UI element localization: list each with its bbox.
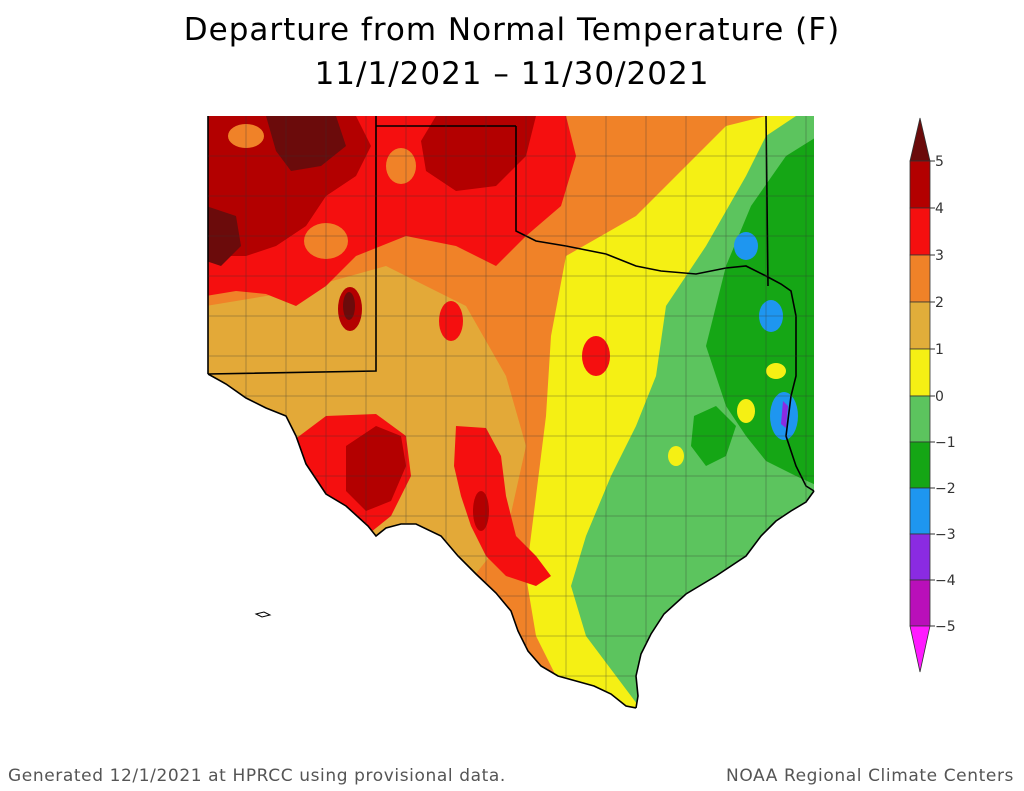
legend-tick-label: −1 xyxy=(935,435,956,451)
title-line-2: 11/1/2021 – 11/30/2021 xyxy=(314,56,710,92)
map-svg xyxy=(207,115,815,709)
legend-tick-label: −4 xyxy=(935,573,956,589)
legend-svg: 5 4 3 2 1 0 −1 −2 −3 −4 −5 xyxy=(909,117,956,673)
legend-tick-label: −2 xyxy=(935,481,956,497)
legend-tick-label: 3 xyxy=(935,248,944,264)
legend-tick-label: 5 xyxy=(935,154,944,170)
legend-tick-marks xyxy=(930,160,935,627)
island-outline xyxy=(254,611,272,618)
legend-tick-label: 0 xyxy=(935,389,944,405)
source-credit: NOAA Regional Climate Centers xyxy=(726,766,1014,786)
color-legend: 5 4 3 2 1 0 −1 −2 −3 −4 −5 xyxy=(905,116,965,676)
title-line-1: Departure from Normal Temperature (F) xyxy=(183,12,841,48)
state-borders xyxy=(207,115,815,709)
legend-tick-label: 1 xyxy=(935,342,944,358)
legend-tick-label: −3 xyxy=(935,527,956,543)
map-title: Departure from Normal Temperature (F) 11… xyxy=(0,8,1024,96)
temperature-departure-map xyxy=(206,115,818,716)
generated-note: Generated 12/1/2021 at HPRCC using provi… xyxy=(8,766,506,786)
legend-tick-label: 2 xyxy=(935,295,944,311)
legend-tick-label: 4 xyxy=(935,201,944,217)
legend-tick-label: −5 xyxy=(935,619,956,635)
